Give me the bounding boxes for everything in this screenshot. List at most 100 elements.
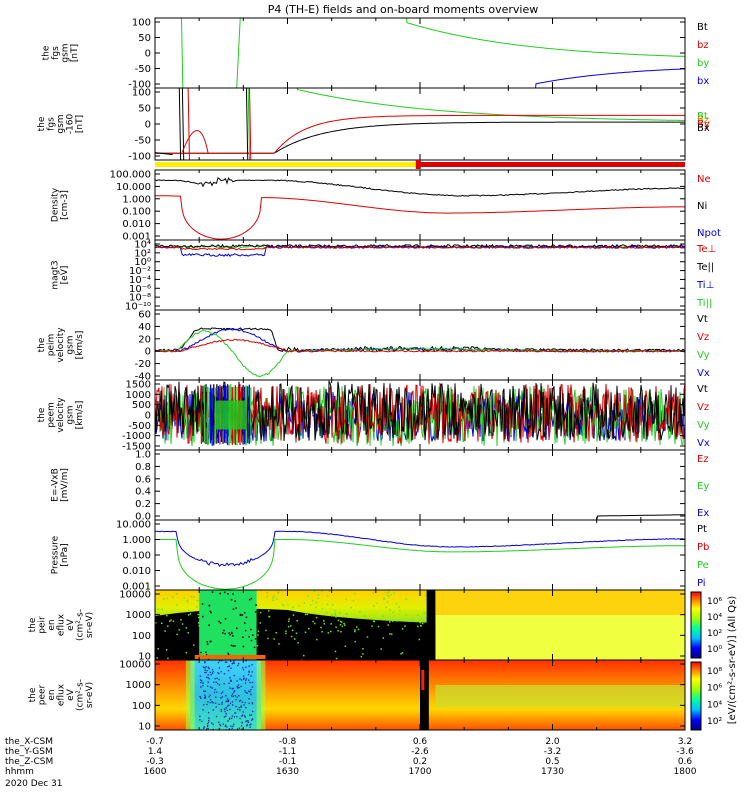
noise-dot	[224, 661, 227, 663]
noise-dot	[231, 695, 233, 697]
noise-dot	[425, 594, 427, 597]
noise-dot	[224, 710, 226, 713]
x-tick-label: -3.6	[676, 747, 694, 757]
y-tick-label: 0	[145, 411, 151, 422]
noise-dot	[219, 622, 222, 624]
noise-dot	[205, 666, 207, 668]
y-tick-label: 0.4	[135, 487, 151, 498]
y-tick-label: 100	[132, 701, 151, 712]
y-tick-label: 1500	[126, 380, 151, 391]
panel-frame	[154, 239, 686, 311]
noise-dot	[214, 677, 216, 680]
noise-dot	[243, 677, 245, 679]
noise-dot	[404, 625, 406, 627]
panel-8: 10.000 1.000 0.100 0.010 0.001 Pressure [nPa] P…	[51, 519, 709, 593]
noise-dot	[227, 699, 230, 701]
noise-dot	[250, 639, 253, 642]
y-axis-label: eV	[66, 688, 76, 701]
noise-dot	[392, 611, 394, 614]
noise-dot	[238, 695, 240, 697]
y-tick-label: -50	[135, 64, 151, 75]
noise-dot	[222, 632, 224, 634]
noise-dot	[163, 598, 165, 600]
colorbar-tick-label: 10²	[707, 717, 722, 727]
legend-entry: Vt	[697, 314, 708, 325]
noise-dot	[199, 675, 202, 677]
colorbar-1: 10⁶ 10⁴ 10² 10⁰	[690, 591, 722, 659]
noise-dot	[236, 685, 238, 688]
noise-dot	[176, 604, 178, 606]
noise-dot	[206, 724, 209, 727]
spike-trace	[178, 88, 182, 160]
noise-dot	[187, 614, 190, 616]
noise-dot	[239, 709, 241, 711]
noise-dot	[244, 629, 247, 632]
panel-4-plot-area	[155, 243, 685, 257]
noise-dot	[225, 715, 227, 717]
noise-dot	[225, 707, 227, 709]
noise-dot	[247, 673, 250, 676]
legend-entry: Npot	[697, 228, 721, 239]
noise-dot	[259, 622, 262, 624]
noise-dot	[235, 607, 237, 609]
panel-frame	[154, 309, 686, 381]
noise-dot	[239, 699, 242, 702]
y-axis-label: [nT]	[70, 44, 80, 62]
y-tick-label: 0	[145, 120, 151, 131]
noise-dot	[326, 595, 329, 597]
noise-dot	[207, 681, 209, 683]
colorbar-label: [eV/(cm²-s-sr-eV)] (All Qs)	[727, 596, 738, 725]
y-tick-label: 10000	[119, 660, 151, 671]
noise-dot	[157, 648, 159, 650]
noise-dot	[237, 728, 239, 730]
noise-dot	[238, 706, 240, 709]
noise-dot	[259, 611, 262, 614]
noise-dot	[266, 591, 269, 594]
noise-dot	[401, 652, 404, 654]
mode-bar-slow	[155, 162, 418, 167]
noise-dot	[383, 597, 385, 599]
noise-dot	[248, 665, 250, 667]
legend-entry: Pe	[697, 560, 709, 571]
noise-dot	[246, 724, 248, 726]
x-tick-label: -0.3	[146, 757, 164, 767]
x-tick-label: -2.6	[411, 747, 429, 757]
y-tick-label: 10	[138, 652, 151, 663]
noise-dot	[245, 679, 247, 682]
noise-dot	[252, 634, 254, 636]
noise-dot	[225, 713, 227, 715]
noise-dot	[405, 598, 408, 600]
noise-dot	[241, 614, 244, 616]
noise-dot	[209, 640, 211, 643]
noise-dot	[321, 590, 323, 592]
noise-dot	[248, 679, 250, 681]
noise-dot	[357, 628, 360, 631]
noise-dot	[229, 717, 231, 719]
noise-dot	[211, 591, 214, 593]
legend-entry: Ti⊥	[696, 280, 714, 291]
noise-dot	[236, 716, 238, 718]
noise-dot	[256, 645, 259, 647]
noise-dot	[377, 625, 380, 628]
panel-1: 100 50 0 -50 -100 the fgs gsm [nT] Bt bz by bx	[42, 17, 709, 91]
noise-dot	[205, 654, 208, 656]
noise-dot	[204, 697, 206, 699]
y-axis-label: the	[37, 337, 47, 352]
noise-dot	[321, 630, 323, 633]
noise-dot	[186, 599, 189, 602]
noise-dot	[216, 677, 218, 679]
noise-dot	[388, 591, 390, 593]
noise-dot	[288, 618, 290, 620]
noise-dot	[204, 694, 206, 696]
noise-dot	[200, 681, 202, 684]
noise-dot	[232, 695, 234, 697]
noise-dot	[419, 621, 421, 624]
noise-dot	[218, 684, 221, 686]
x-tick-label: 1.4	[148, 747, 163, 757]
x-row-label: the_Y-GSM	[5, 747, 53, 757]
noise-dot	[224, 724, 227, 726]
noise-dot	[168, 620, 171, 623]
noise-dot	[268, 610, 270, 612]
